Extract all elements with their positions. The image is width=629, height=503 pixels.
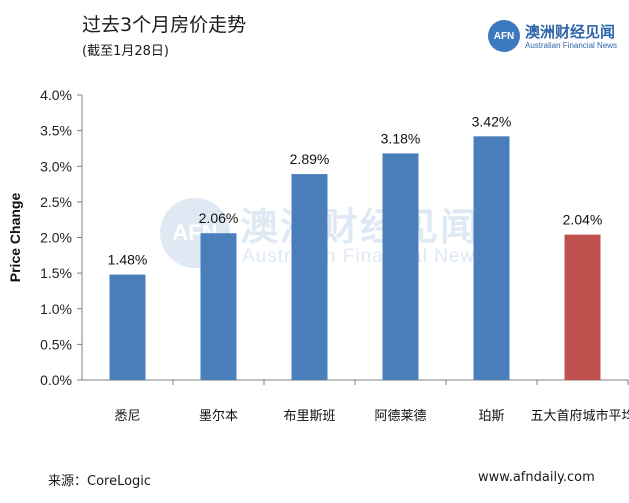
data-label: 1.48% [108, 252, 148, 268]
bar-1 [109, 274, 146, 380]
y-tick-label: 2.5% [40, 194, 72, 210]
source-note: 来源：CoreLogic [48, 474, 152, 489]
y-tick-label: 1.5% [40, 265, 72, 281]
y-tick-label: 1.0% [40, 301, 72, 317]
x-category-label: 墨尔本 [199, 409, 238, 424]
bar-2 [200, 233, 237, 380]
y-tick-label: 3.5% [40, 123, 72, 139]
y-tick-label: 2.0% [40, 230, 72, 246]
x-category-label: 悉尼 [114, 409, 140, 424]
bar-3 [291, 174, 328, 380]
y-axis-title: Price Change [7, 193, 23, 283]
bar-6 [564, 234, 601, 380]
y-tick-label: 4.0% [40, 87, 72, 103]
logo-name-en: Australian Financial News [525, 41, 618, 50]
website-url: www.afndaily.com [478, 470, 595, 485]
chart-title: 过去3个月房价走势 [82, 14, 247, 36]
x-category-label: 布里斯班 [283, 409, 335, 424]
data-label: 3.42% [472, 113, 512, 129]
bar-4 [382, 153, 419, 380]
x-category-label: 珀斯 [478, 409, 504, 424]
y-tick-label: 0.0% [40, 372, 72, 388]
afn-logo: AFN 澳洲财经见闻 Australian Financial News [488, 20, 624, 54]
chart-subtitle: (截至1月28日) [82, 44, 169, 59]
x-category-label: 五大首府城市平均 [530, 408, 629, 424]
x-category-label: 阿德莱德 [374, 409, 426, 424]
logo-name-cn: 澳洲财经见闻 [525, 23, 616, 41]
data-label: 2.06% [199, 210, 239, 226]
data-label: 3.18% [381, 130, 421, 146]
bar-5 [473, 136, 510, 380]
data-label: 2.04% [563, 212, 603, 228]
y-tick-label: 3.0% [40, 158, 72, 174]
y-tick-label: 0.5% [40, 336, 72, 352]
data-label: 2.89% [290, 151, 330, 167]
afn-logo-icon: AFN [488, 20, 520, 52]
